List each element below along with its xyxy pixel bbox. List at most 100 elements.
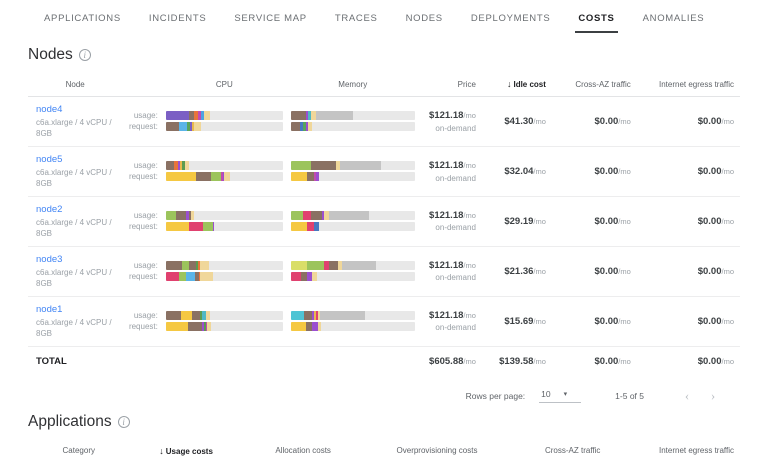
value: $605.88	[429, 355, 464, 367]
node-spec: c6a.xlarge / 4 vCPU / 8GB	[36, 317, 112, 339]
applications-table-head: Category ↓ Usage costs Allocation costs O…	[28, 438, 740, 456]
unit: /mo	[463, 356, 476, 366]
bar-segment	[200, 111, 205, 121]
bar-segment	[200, 272, 214, 282]
bar-segment	[305, 111, 309, 121]
info-icon[interactable]: i	[78, 49, 91, 61]
tab-service-map[interactable]: SERVICE MAP	[234, 13, 307, 24]
request-label: request:	[128, 272, 158, 282]
cpu-bars[interactable]	[161, 196, 287, 247]
memory-usage-bar	[290, 211, 415, 221]
unit: /mo	[533, 356, 546, 366]
unit: /mo	[721, 116, 734, 126]
bar-segment	[324, 211, 330, 221]
bar-segment	[305, 122, 309, 132]
value: $15.69	[504, 315, 534, 327]
col-price[interactable]: Price	[418, 72, 482, 97]
node-link[interactable]: node3	[36, 253, 63, 265]
value: $0.00	[594, 165, 619, 177]
applications-header-row: Category ↓ Usage costs Allocation costs O…	[28, 438, 740, 456]
col-idle-cost[interactable]: ↓ Idle cost	[481, 72, 552, 97]
node-spec: c6a.xlarge / 4 vCPU / 8GB	[36, 267, 112, 289]
table-row: node1 c6a.xlarge / 4 vCPU / 8GB usage: requ…	[28, 296, 740, 347]
price-value: $121.18/mo	[425, 109, 476, 123]
rows-per-page-select[interactable]: 10 ▾	[539, 389, 582, 403]
cpu-request-bar	[165, 172, 283, 182]
usage-request-labels: usage: request:	[122, 196, 162, 247]
price-cell: $121.18/mo on-demand	[418, 196, 482, 247]
idle-cost-cell: $15.69/mo	[481, 296, 552, 347]
bar-segment	[188, 211, 191, 221]
node-link[interactable]: node2	[36, 203, 63, 215]
node-link[interactable]: node5	[36, 153, 63, 165]
memory-usage-bar	[290, 261, 415, 271]
memory-bars[interactable]	[286, 246, 419, 297]
unit: /mo	[463, 110, 476, 120]
bar-segment	[290, 211, 304, 221]
memory-request-bar	[290, 222, 415, 232]
tab-applications[interactable]: APPLICATIONS	[44, 13, 121, 24]
bar-segment	[202, 311, 207, 321]
bar-segment	[211, 172, 221, 182]
info-icon[interactable]: i	[117, 415, 130, 428]
bar-segment	[306, 272, 312, 282]
memory-bars[interactable]	[286, 296, 419, 347]
col-memory[interactable]: Memory	[286, 72, 419, 97]
col-overprovisioning-costs[interactable]: Overprovisioning costs	[363, 438, 511, 456]
bar-segment	[193, 122, 201, 132]
tab-traces[interactable]: TRACES	[334, 13, 378, 24]
node-link[interactable]: node4	[36, 104, 63, 115]
bar-segment	[311, 311, 315, 321]
col-cross-az[interactable]: Cross-AZ traffic	[510, 438, 636, 456]
col-usage-costs[interactable]: ↓ Usage costs	[129, 438, 243, 456]
memory-bars[interactable]	[286, 196, 419, 247]
bar-segment	[290, 272, 301, 282]
col-cross-az[interactable]: Cross-AZ traffic	[551, 72, 637, 97]
value: $0.00	[594, 215, 619, 227]
tab-costs[interactable]: COSTS	[564, 0, 628, 37]
bar-segment-overhead	[316, 111, 354, 121]
bar-segment	[165, 161, 175, 171]
col-egress[interactable]: Internet egress traffic	[635, 438, 740, 456]
cpu-request-bar	[165, 122, 283, 132]
bar-segment	[189, 122, 192, 132]
col-category[interactable]: Category	[28, 438, 130, 456]
memory-bars[interactable]	[286, 146, 419, 197]
cpu-usage-bar	[165, 161, 283, 171]
usage-request-labels: usage: request:	[122, 296, 162, 347]
col-allocation-costs[interactable]: Allocation costs	[242, 438, 364, 456]
node-link[interactable]: node1	[36, 303, 63, 315]
node-spec: c6a.xlarge / 4 vCPU / 8GB	[36, 217, 112, 239]
tab-deployments[interactable]: DEPLOYMENTS	[470, 13, 551, 24]
price-cell: $121.18/mo on-demand	[418, 146, 482, 197]
cpu-bars[interactable]	[161, 146, 287, 197]
bar-segment	[290, 261, 307, 271]
col-cpu[interactable]: CPU	[161, 72, 287, 97]
col-egress[interactable]: Internet egress traffic	[636, 72, 740, 97]
bar-segment	[165, 322, 189, 332]
total-idle-cost: $139.58/mo	[482, 346, 552, 376]
tab-incidents[interactable]: INCIDENTS	[148, 13, 207, 24]
prev-page-button[interactable]: ‹	[684, 387, 690, 403]
cpu-usage-bar	[165, 311, 283, 321]
bar-segment	[290, 172, 307, 182]
cpu-bars[interactable]	[161, 96, 287, 147]
cross-az-cell: $0.00/mo	[551, 246, 637, 297]
bar-segment	[188, 322, 203, 332]
bar-segment	[308, 122, 313, 132]
price-cell: $121.18/mo on-demand	[418, 246, 482, 297]
idle-cost-cell: $21.36/mo	[481, 246, 552, 297]
tab-nodes[interactable]: NODES	[405, 13, 443, 24]
memory-bars[interactable]	[286, 96, 419, 147]
bar-segment	[178, 272, 186, 282]
col-idle-cost-label: Idle cost	[513, 80, 546, 89]
cross-az-cell: $0.00/mo	[551, 96, 637, 147]
cpu-bars[interactable]	[161, 296, 287, 347]
tab-anomalies[interactable]: ANOMALIES	[642, 13, 705, 24]
egress-cell: $0.00/mo	[636, 146, 740, 197]
col-node[interactable]: Node	[28, 72, 123, 97]
value: $121.18	[429, 309, 464, 321]
cpu-bars[interactable]	[161, 246, 287, 297]
value: $0.00	[697, 165, 722, 177]
next-page-button[interactable]: ›	[710, 387, 716, 403]
